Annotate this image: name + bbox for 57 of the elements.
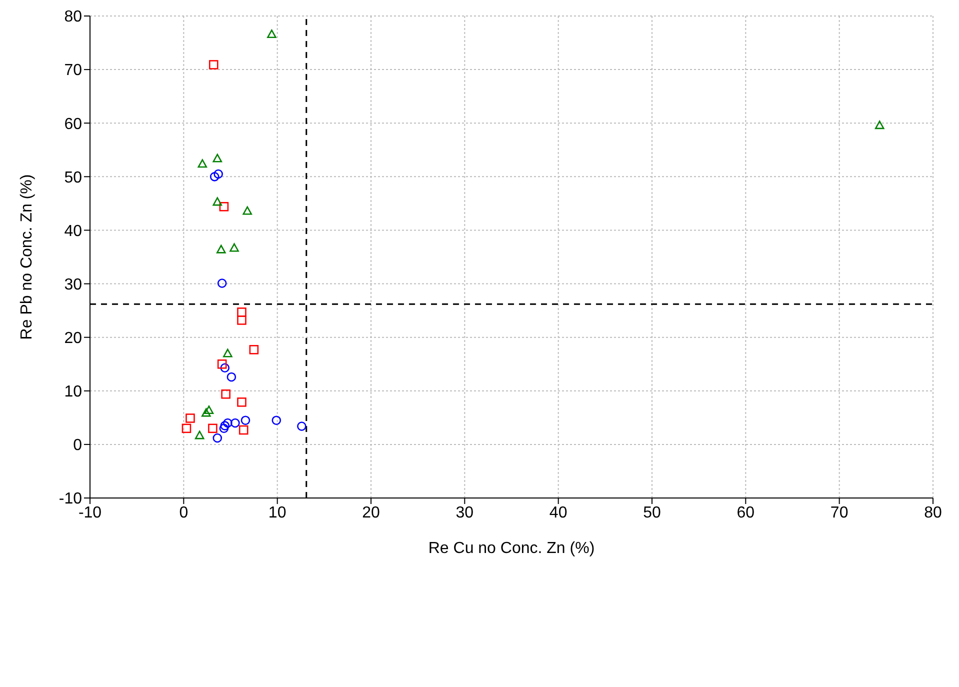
x-tick-label: 0 bbox=[179, 504, 188, 522]
point bbox=[186, 414, 195, 423]
x-tick-label: 30 bbox=[456, 504, 474, 522]
point bbox=[249, 345, 259, 354]
point bbox=[214, 169, 223, 179]
x-tick-label: 10 bbox=[268, 504, 286, 522]
point bbox=[220, 363, 230, 373]
y-tick-label: 50 bbox=[64, 169, 82, 186]
point bbox=[198, 159, 208, 168]
y-tick-label: 80 bbox=[64, 8, 82, 26]
y-tick-label: 30 bbox=[64, 276, 82, 294]
x-tick-label: 80 bbox=[924, 504, 942, 522]
point bbox=[219, 202, 229, 212]
point bbox=[212, 197, 222, 206]
point bbox=[212, 433, 222, 443]
x-tick-label: 70 bbox=[830, 504, 848, 522]
point bbox=[237, 316, 246, 325]
point bbox=[223, 348, 232, 358]
point bbox=[226, 372, 236, 382]
point bbox=[230, 418, 240, 428]
point bbox=[267, 30, 276, 38]
point bbox=[212, 154, 222, 162]
y-tick-label: 40 bbox=[64, 222, 82, 240]
point bbox=[874, 120, 884, 130]
point bbox=[220, 421, 230, 430]
point bbox=[237, 308, 246, 317]
point bbox=[194, 430, 204, 440]
point bbox=[221, 389, 230, 399]
y-tick-label: 0 bbox=[73, 437, 82, 454]
point bbox=[272, 416, 282, 425]
y-axis-title: Re Pb no Conc. Zn (%) bbox=[18, 174, 36, 340]
point bbox=[297, 422, 306, 431]
y-tick-label: 20 bbox=[64, 330, 82, 348]
point bbox=[217, 278, 227, 288]
point bbox=[208, 424, 218, 434]
point bbox=[217, 359, 227, 369]
point bbox=[237, 397, 246, 407]
point bbox=[223, 418, 232, 428]
point bbox=[201, 408, 211, 417]
point bbox=[208, 60, 218, 70]
point bbox=[210, 172, 220, 182]
point bbox=[204, 406, 214, 414]
point bbox=[219, 424, 229, 434]
point bbox=[230, 243, 239, 252]
point bbox=[182, 424, 192, 434]
point bbox=[238, 425, 248, 435]
x-tick-label: 60 bbox=[736, 504, 755, 522]
x-axis-title: Re Cu no Conc. Zn (%) bbox=[428, 540, 595, 557]
point bbox=[216, 244, 226, 254]
y-tick-label: 60 bbox=[64, 116, 82, 133]
y-tick-label: 10 bbox=[64, 384, 82, 401]
x-tick-label: 50 bbox=[643, 504, 661, 522]
point bbox=[240, 416, 250, 425]
x-tick-label: 40 bbox=[549, 504, 568, 522]
point bbox=[242, 206, 252, 215]
y-tick-label: 70 bbox=[64, 62, 82, 80]
x-tick-label: 20 bbox=[362, 504, 380, 522]
